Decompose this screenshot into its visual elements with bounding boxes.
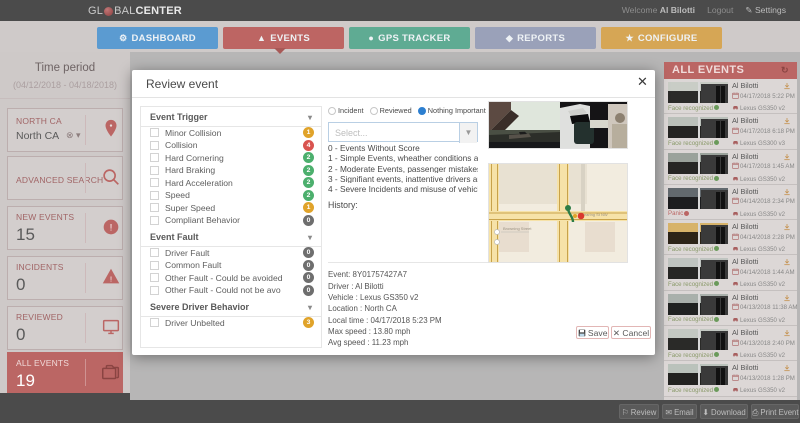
svg-text:Browning Street: Browning Street <box>503 226 532 231</box>
svg-text:!: ! <box>110 275 112 284</box>
svg-text:!: ! <box>110 223 113 233</box>
